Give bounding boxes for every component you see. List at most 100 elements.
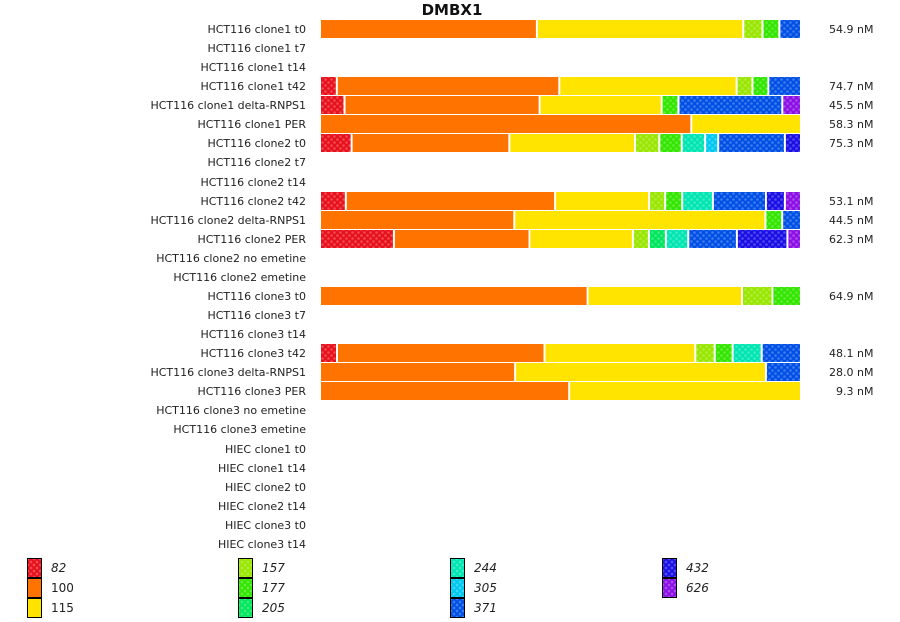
legend-label: 115: [51, 601, 74, 615]
bar-segment-432: [737, 230, 787, 248]
bar-segment-432: [785, 134, 800, 152]
row-total: 53.1 nM: [829, 195, 874, 208]
bar-segment-626: [788, 230, 800, 248]
bar-segment-432: [766, 192, 784, 210]
legend-label: 244: [474, 561, 497, 575]
row-label: HCT116 clone3 delta-RNPS1: [150, 366, 306, 379]
row-label: HCT116 clone1 t0: [207, 23, 306, 36]
bar-segment-82: [321, 192, 345, 210]
legend-label: 100: [51, 581, 74, 595]
bar-segment-157: [650, 192, 665, 210]
row-label: HCT116 clone2 t0: [207, 137, 306, 150]
bar-segment-177: [666, 192, 682, 210]
bar-segment-100: [345, 96, 539, 114]
bar-segment-100: [338, 344, 544, 362]
bar-segment-100: [394, 230, 529, 248]
row-label: HCT116 clone2 t42: [200, 195, 306, 208]
bar-segment-100: [337, 77, 559, 95]
bar-segment-305: [706, 134, 718, 152]
bar-segment-371: [783, 211, 800, 229]
bar-segment-115: [692, 115, 800, 133]
bar-segment-100: [321, 363, 515, 381]
bar-segment-100: [352, 134, 509, 152]
row-label: HCT116 clone3 t0: [207, 290, 306, 303]
row-total: 62.3 nM: [829, 233, 874, 246]
row-total: 64.9 nM: [829, 290, 874, 303]
bar-segment-115: [560, 77, 736, 95]
legend-label: 305: [474, 581, 497, 595]
bar-segment-177: [753, 77, 768, 95]
legend-swatch: [662, 578, 677, 598]
row-total: 58.3 nM: [829, 118, 874, 131]
row-total: 48.1 nM: [829, 347, 874, 360]
row-label: HIEC clone1 t14: [217, 462, 306, 475]
row-label: HCT116 clone1 t7: [207, 42, 306, 55]
legend-label: 157: [262, 561, 285, 575]
bar-segment-157: [743, 287, 772, 305]
bar-segment-177: [660, 134, 681, 152]
bar-segment-115: [530, 230, 632, 248]
legend-swatch: [238, 598, 253, 618]
bar-segment-244: [683, 192, 712, 210]
bar-segment-244: [733, 344, 761, 362]
bar-segment-82: [321, 344, 336, 362]
row-label: HIEC clone1 t0: [224, 443, 306, 456]
bar-segment-371: [719, 134, 784, 152]
row-label: HIEC clone3 t0: [224, 519, 306, 532]
row-label: HCT116 clone1 PER: [197, 118, 306, 131]
bar-segment-115: [570, 382, 800, 400]
row-label: HCT116 clone2 delta-RNPS1: [150, 214, 306, 227]
row-label: HCT116 clone1 t14: [200, 61, 306, 74]
legend-swatch: [450, 598, 465, 618]
row-label: HIEC clone2 t14: [217, 500, 306, 513]
legend-label: 626: [686, 581, 709, 595]
bar-segment-100: [321, 115, 691, 133]
row-total: 45.5 nM: [829, 99, 874, 112]
bar-segment-371: [769, 77, 800, 95]
row-label: HCT116 clone3 t14: [200, 328, 306, 341]
legend-label: 432: [686, 561, 709, 575]
row-label: HCT116 clone1 delta-RNPS1: [150, 99, 306, 112]
legend-swatch: [27, 558, 42, 578]
bar-segment-115: [510, 134, 634, 152]
bar-segment-115: [556, 192, 649, 210]
row-label: HCT116 clone3 no emetine: [156, 404, 306, 417]
legend-swatch: [27, 598, 42, 618]
bar-segment-371: [679, 96, 782, 114]
row-total: 44.5 nM: [829, 214, 874, 227]
bar-segment-100: [321, 382, 569, 400]
bar-segment-157: [636, 134, 659, 152]
bar-segment-82: [321, 230, 393, 248]
bar-segment-205: [649, 230, 665, 248]
row-label: HCT116 clone3 t42: [200, 347, 306, 360]
bar-segment-115: [537, 20, 743, 38]
bar-segment-626: [785, 192, 800, 210]
legend-label: 177: [262, 581, 285, 595]
row-label: HIEC clone2 t0: [224, 481, 306, 494]
bar-segment-371: [689, 230, 736, 248]
legend-label: 205: [262, 601, 285, 615]
row-label: HCT116 clone3 emetine: [173, 423, 306, 436]
legend-swatch: [450, 558, 465, 578]
row-label: HCT116 clone2 emetine: [173, 271, 306, 284]
bar-segment-371: [780, 20, 800, 38]
row-total: 54.9 nM: [829, 23, 874, 36]
row-total: 28.0 nM: [829, 366, 874, 379]
legend-swatch: [662, 558, 677, 578]
bar-segment-100: [346, 192, 555, 210]
bar-segment-115: [588, 287, 741, 305]
bar-segment-177: [766, 211, 782, 229]
legend-swatch: [450, 578, 465, 598]
bar-segment-371: [766, 363, 800, 381]
bar-segment-100: [321, 287, 587, 305]
bar-segment-157: [633, 230, 648, 248]
bar-segment-100: [321, 20, 536, 38]
bar-segment-157: [744, 20, 762, 38]
bar-segment-115: [515, 211, 765, 229]
row-label: HCT116 clone2 no emetine: [156, 252, 306, 265]
row-label: HCT116 clone3 t7: [207, 309, 306, 322]
bar-segment-100: [321, 211, 514, 229]
row-total: 75.3 nM: [829, 137, 874, 150]
row-label: HCT116 clone2 PER: [197, 233, 306, 246]
bar-segment-177: [763, 20, 779, 38]
